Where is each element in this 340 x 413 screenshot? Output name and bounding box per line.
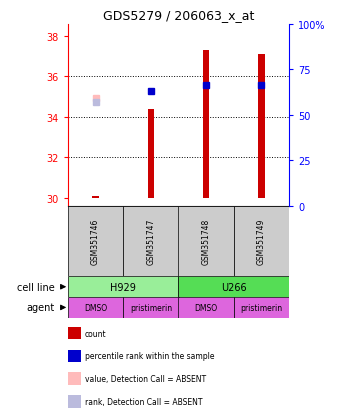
Text: U266: U266	[221, 282, 246, 292]
Bar	[234, 297, 289, 318]
Text: GSM351746: GSM351746	[91, 218, 100, 265]
Bar	[68, 206, 123, 277]
Title: GDS5279 / 206063_x_at: GDS5279 / 206063_x_at	[103, 9, 254, 22]
Bar	[178, 206, 234, 277]
Bar	[123, 297, 178, 318]
Text: DMSO: DMSO	[194, 303, 218, 312]
Text: GSM351749: GSM351749	[257, 218, 266, 265]
Bar	[258, 55, 265, 198]
Text: GSM351748: GSM351748	[202, 218, 210, 265]
Text: percentile rank within the sample: percentile rank within the sample	[85, 351, 215, 361]
Bar	[234, 206, 289, 277]
Text: count: count	[85, 329, 107, 338]
Bar	[68, 277, 178, 297]
Bar	[203, 51, 209, 198]
Text: H929: H929	[110, 282, 136, 292]
Bar	[148, 109, 154, 198]
Text: value, Detection Call = ABSENT: value, Detection Call = ABSENT	[85, 374, 206, 383]
Text: GSM351747: GSM351747	[147, 218, 155, 265]
Text: DMSO: DMSO	[84, 303, 107, 312]
Bar	[92, 197, 99, 198]
Text: rank, Detection Call = ABSENT: rank, Detection Call = ABSENT	[85, 397, 203, 406]
Text: agent: agent	[26, 303, 54, 313]
Bar	[178, 297, 234, 318]
Bar	[68, 297, 123, 318]
Text: pristimerin: pristimerin	[240, 303, 283, 312]
Bar	[123, 206, 178, 277]
Text: pristimerin: pristimerin	[130, 303, 172, 312]
Bar	[178, 277, 289, 297]
Text: cell line: cell line	[17, 282, 54, 292]
